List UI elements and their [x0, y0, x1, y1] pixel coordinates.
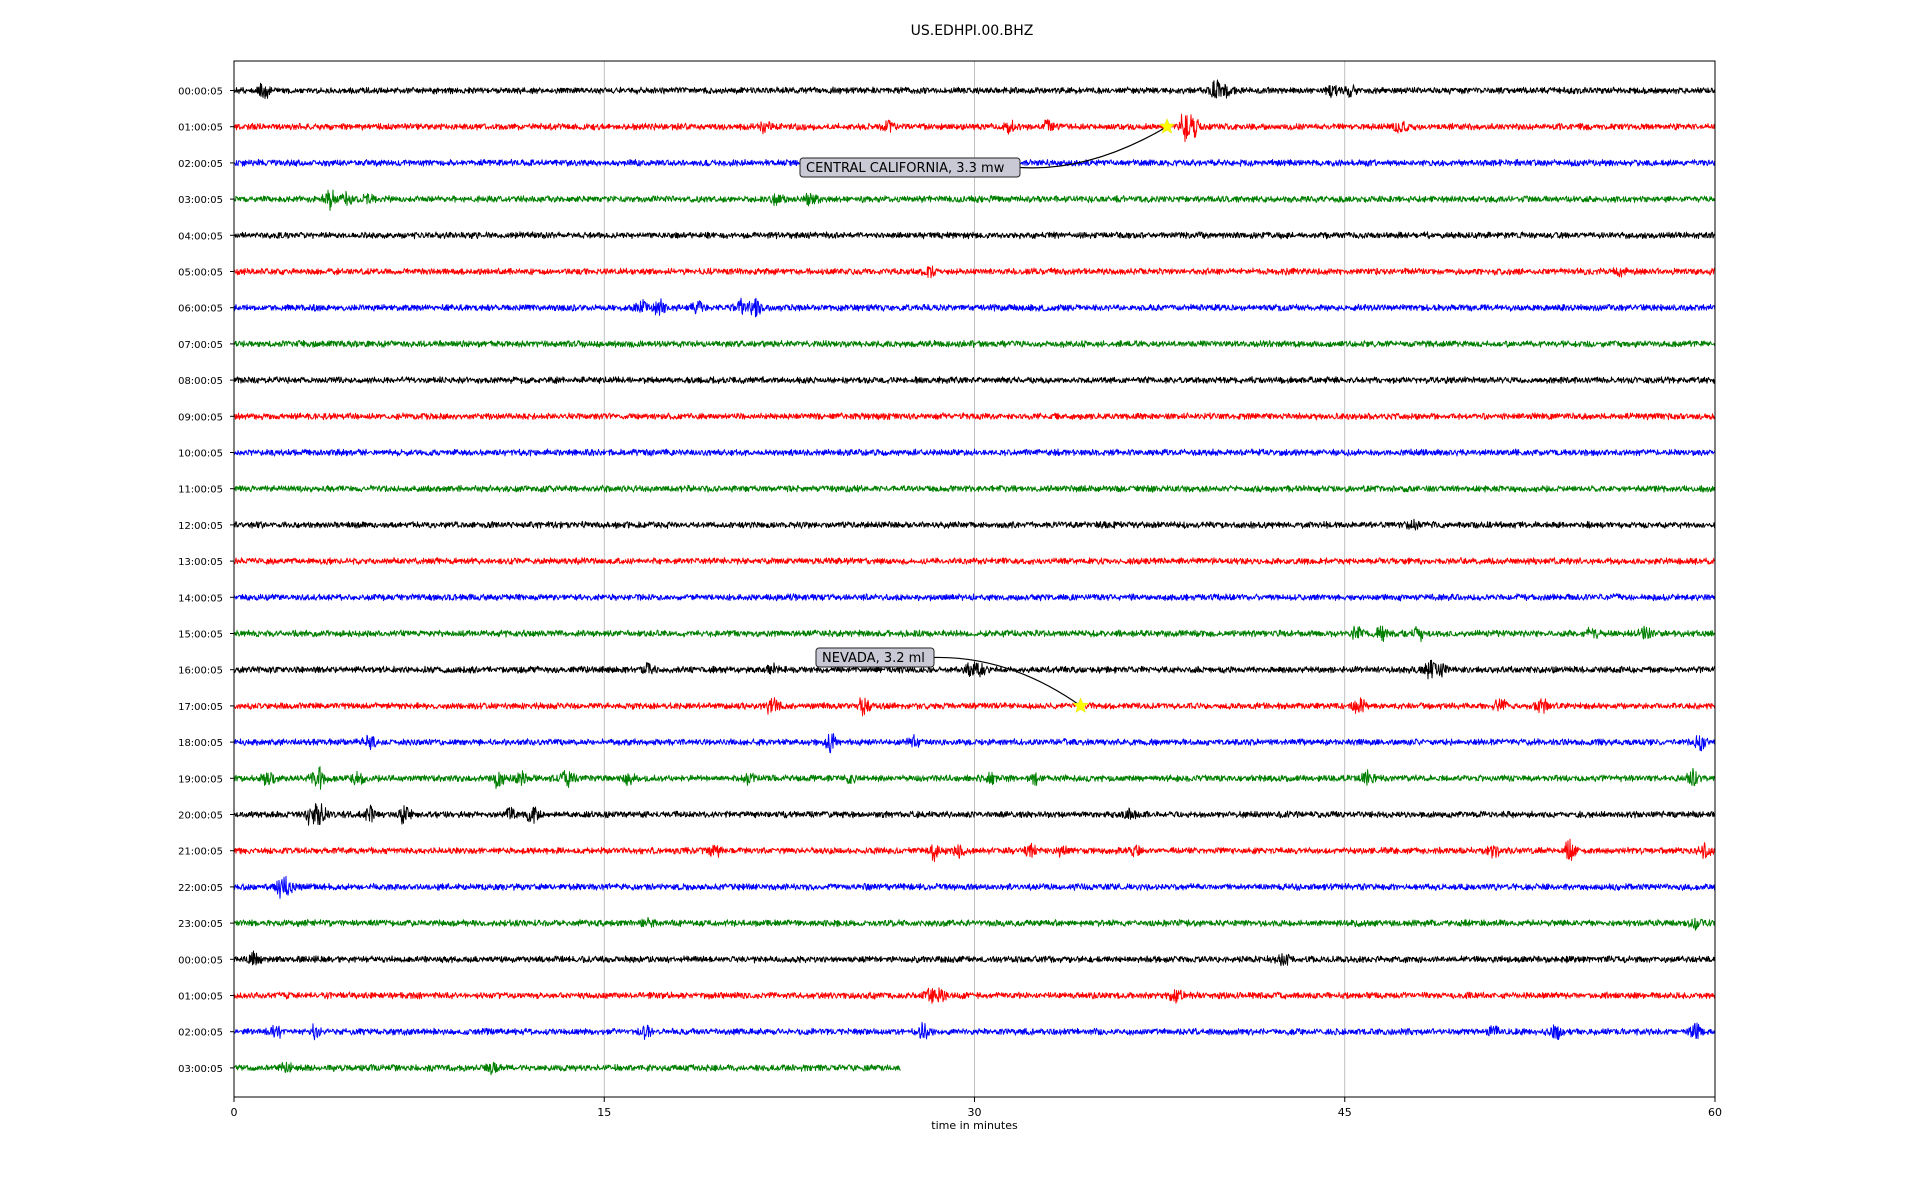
trace-row-18	[233, 733, 1716, 754]
trace-row-21	[233, 838, 1716, 863]
row-label-25: 01:00:05	[178, 992, 223, 1003]
trace-row-13	[233, 557, 1716, 566]
event-annotation-0: CENTRAL CALIFORNIA, 3.3 mw	[799, 118, 1176, 178]
row-label-6: 06:00:05	[178, 304, 223, 315]
trace-row-26	[233, 1021, 1716, 1041]
row-label-2: 02:00:05	[178, 159, 223, 170]
row-label-17: 17:00:05	[178, 702, 223, 713]
x-tick-label-4: 60	[1708, 1106, 1722, 1119]
trace-row-11	[233, 484, 1716, 493]
row-labels: 00:00:05 01:00:05 02:00:05 03:00:05 04:00:05…	[178, 87, 234, 1075]
row-label-16: 16:00:05	[178, 666, 223, 677]
trace-row-16	[233, 659, 1716, 680]
trace-row-27	[233, 1061, 901, 1076]
event-label-box-0	[799, 157, 1021, 178]
event-label-box-1	[815, 647, 935, 668]
row-label-21: 21:00:05	[178, 847, 223, 858]
trace-row-14	[233, 593, 1716, 602]
row-label-26: 02:00:05	[178, 1028, 223, 1039]
chart-title: US.EDHPI.00.BHZ	[911, 23, 1034, 39]
event-annotations: CENTRAL CALIFORNIA, 3.3 mw NEVADA, 3.2 ml	[799, 118, 1176, 713]
row-label-1: 01:00:05	[178, 123, 223, 134]
x-tick-label-1: 15	[597, 1106, 611, 1119]
row-label-27: 03:00:05	[178, 1064, 223, 1075]
trace-group	[233, 79, 1716, 1076]
trace-row-4	[233, 231, 1716, 240]
row-label-7: 07:00:05	[178, 340, 223, 351]
event-arrow-0	[1019, 126, 1168, 169]
row-label-10: 10:00:05	[178, 449, 223, 460]
row-label-19: 19:00:05	[178, 774, 223, 785]
trace-row-24	[233, 950, 1716, 967]
x-tick-label-3: 45	[1338, 1106, 1352, 1119]
trace-row-8	[233, 376, 1716, 385]
row-label-20: 20:00:05	[178, 811, 223, 822]
trace-row-7	[233, 339, 1716, 348]
x-tick-label-2: 30	[968, 1106, 982, 1119]
row-label-8: 08:00:05	[178, 376, 223, 387]
row-label-22: 22:00:05	[178, 883, 223, 894]
trace-row-0	[233, 79, 1716, 99]
row-label-12: 12:00:05	[178, 521, 223, 532]
row-label-14: 14:00:05	[178, 593, 223, 604]
event-arrow-1	[933, 656, 1081, 707]
row-label-5: 05:00:05	[178, 268, 223, 279]
trace-row-20	[233, 803, 1716, 826]
row-label-13: 13:00:05	[178, 557, 223, 568]
event-annotation-1: NEVADA, 3.2 ml	[815, 647, 1089, 713]
trace-row-1	[233, 113, 1716, 143]
trace-row-6	[233, 297, 1716, 318]
row-label-3: 03:00:05	[178, 195, 223, 206]
trace-row-3	[233, 189, 1716, 211]
trace-row-5	[233, 265, 1716, 279]
row-label-15: 15:00:05	[178, 630, 223, 641]
trace-row-10	[233, 448, 1716, 457]
row-label-0: 00:00:05	[178, 87, 223, 98]
x-axis-label: time in minutes	[931, 1119, 1018, 1132]
event-star-1	[1072, 697, 1089, 713]
trace-row-22	[233, 875, 1716, 899]
trace-row-9	[233, 412, 1716, 421]
trace-row-12	[233, 518, 1716, 531]
trace-row-25	[233, 987, 1716, 1004]
trace-row-23	[233, 916, 1716, 931]
row-label-9: 09:00:05	[178, 412, 223, 423]
row-label-24: 00:00:05	[178, 955, 223, 966]
event-label-0: CENTRAL CALIFORNIA, 3.3 mw	[806, 161, 1005, 176]
row-label-11: 11:00:05	[178, 485, 223, 496]
event-star-0	[1158, 118, 1176, 134]
row-label-18: 18:00:05	[178, 738, 223, 749]
trace-row-17	[233, 697, 1716, 717]
x-axis-ticks: 0 15 30 45 60	[231, 1097, 1722, 1119]
trace-row-15	[233, 625, 1716, 643]
x-tick-label-0: 0	[231, 1106, 238, 1119]
event-label-1: NEVADA, 3.2 ml	[822, 651, 925, 666]
row-label-23: 23:00:05	[178, 919, 223, 930]
trace-row-19	[233, 766, 1716, 790]
row-label-4: 04:00:05	[178, 231, 223, 242]
